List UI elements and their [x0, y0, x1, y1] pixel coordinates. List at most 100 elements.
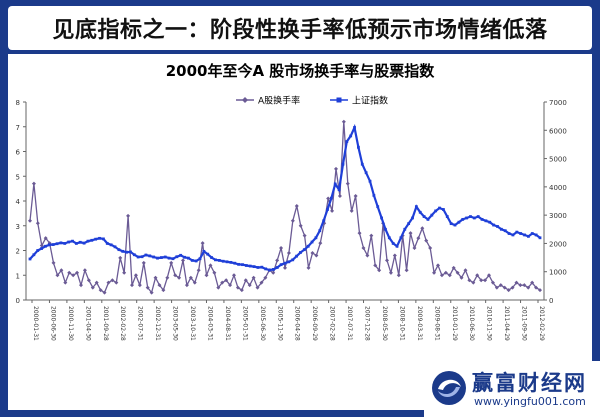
- index-point: [171, 257, 175, 261]
- index-point: [422, 215, 426, 218]
- turnover-point: [208, 263, 213, 268]
- index-point: [472, 216, 476, 220]
- turnover-point: [392, 253, 397, 258]
- turnover-point: [373, 263, 378, 268]
- x-tick-label: 2002-12-31: [154, 306, 161, 341]
- turnover-point: [341, 119, 346, 124]
- turnover-point: [318, 241, 323, 246]
- index-point: [78, 240, 82, 244]
- turnover-point: [396, 273, 401, 278]
- turnover-point: [334, 166, 338, 171]
- x-tick-label: 2010-01-29: [451, 306, 458, 341]
- right-tick-label: 0: [549, 297, 553, 305]
- index-point: [337, 188, 341, 192]
- turnover-point: [247, 283, 252, 288]
- turnover-point: [251, 275, 256, 280]
- x-tick-label: 2001-04-30: [84, 306, 91, 341]
- turnover-point: [28, 218, 32, 223]
- right-tick-label: 1000: [549, 269, 567, 277]
- turnover-point: [514, 280, 519, 285]
- turnover-point: [420, 226, 425, 231]
- turnover-point: [436, 263, 440, 268]
- turnover-point: [538, 288, 542, 293]
- turnover-point: [71, 273, 76, 278]
- left-tick-label: 1: [16, 272, 20, 280]
- turnover-point: [130, 283, 134, 288]
- index-point: [426, 217, 430, 221]
- index-point: [113, 245, 117, 249]
- index-point: [457, 220, 461, 224]
- index-point: [326, 208, 329, 211]
- index-point: [507, 232, 511, 235]
- x-tick-label: 2007-12-28: [364, 306, 371, 341]
- turnover-point: [451, 265, 456, 270]
- index-point: [156, 256, 159, 260]
- index-point: [496, 225, 499, 228]
- x-tick-label: 2002-02-28: [119, 306, 126, 341]
- turnover-point: [506, 288, 511, 293]
- turnover-point: [232, 273, 236, 278]
- index-point: [484, 219, 488, 223]
- turnover-point: [224, 278, 229, 283]
- right-tick-label: 4000: [549, 184, 567, 192]
- index-point: [430, 213, 434, 217]
- turnover-point: [365, 253, 370, 258]
- index-point: [360, 162, 364, 166]
- index-point: [445, 215, 449, 218]
- turnover-point: [369, 233, 374, 238]
- index-point: [376, 205, 380, 209]
- turnover-point: [94, 280, 99, 285]
- index-point: [44, 244, 47, 248]
- index-point: [225, 260, 229, 264]
- turnover-point: [153, 275, 158, 280]
- turnover-point: [98, 288, 103, 293]
- index-point: [252, 265, 256, 269]
- index-point: [527, 234, 530, 238]
- index-point: [74, 242, 78, 245]
- turnover-point: [439, 273, 444, 278]
- index-point: [349, 134, 353, 138]
- x-tick-label: 2002-07-31: [137, 306, 144, 341]
- index-point: [329, 196, 333, 200]
- index-point: [260, 265, 264, 269]
- left-tick-label: 3: [16, 223, 20, 231]
- index-point: [322, 219, 326, 223]
- index-point: [372, 193, 376, 197]
- turnover-point: [118, 255, 123, 260]
- x-tick-label: 2004-03-31: [206, 306, 213, 341]
- index-point: [499, 227, 503, 231]
- index-point: [94, 237, 98, 241]
- logo-swirl-icon: [432, 371, 466, 405]
- turnover-point: [314, 253, 319, 258]
- index-point: [395, 244, 399, 248]
- legend-label-1: 上证指数: [352, 95, 388, 107]
- line-chart: 0 1 2 3 4 5 6 7 8 0 1000 2000 3000 4000 5000 6000 7000 20…: [16, 95, 567, 342]
- turnover-point: [67, 270, 72, 275]
- index-point: [210, 256, 213, 259]
- turnover-point: [479, 278, 484, 283]
- turnover-point: [157, 283, 162, 288]
- index-point: [36, 249, 40, 252]
- turnover-point: [298, 223, 303, 228]
- turnover-point: [357, 231, 362, 236]
- right-tick-label: 7000: [549, 99, 567, 107]
- index-point: [407, 222, 411, 226]
- index-point: [248, 264, 252, 268]
- index-point: [221, 259, 225, 263]
- turnover-point: [177, 275, 182, 280]
- index-point: [179, 253, 183, 257]
- index-point: [519, 232, 523, 235]
- turnover-point: [106, 280, 111, 285]
- turnover-point: [59, 268, 64, 273]
- turnover-point: [349, 208, 354, 213]
- turnover-point: [204, 273, 209, 278]
- index-point: [136, 255, 140, 259]
- turnover-point: [428, 246, 433, 251]
- turnover-point: [522, 283, 527, 288]
- index-point: [144, 253, 148, 257]
- index-point: [476, 215, 480, 218]
- index-point: [105, 242, 109, 245]
- turnover-point: [275, 258, 280, 263]
- left-tick-label: 8: [16, 99, 20, 107]
- turnover-point: [302, 233, 307, 238]
